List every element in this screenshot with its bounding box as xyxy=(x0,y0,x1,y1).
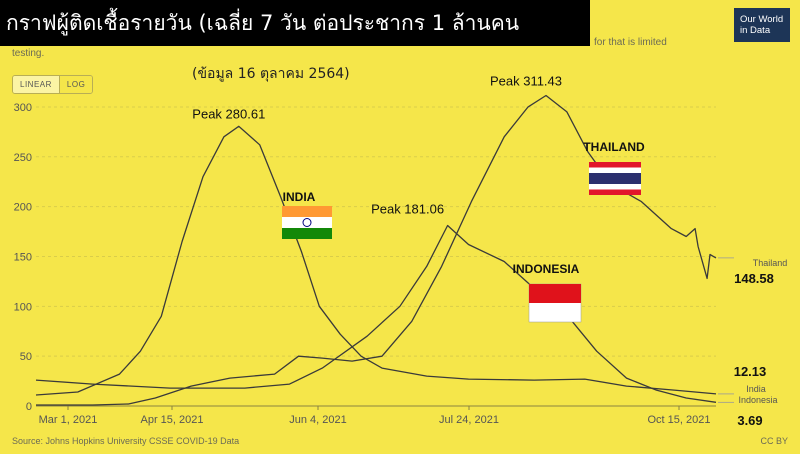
x-tick-label-3: Jul 24, 2021 xyxy=(439,414,499,426)
end-label-indonesia: Indonesia xyxy=(738,395,777,405)
y-tick-label-50: 50 xyxy=(20,351,32,363)
x-tick-label-0: Mar 1, 2021 xyxy=(39,414,98,426)
y-tick-label-300: 300 xyxy=(14,102,32,114)
owid-logo[interactable]: Our World in Data xyxy=(734,8,790,42)
indonesia-flag-red xyxy=(529,284,581,303)
thailand-flag-red-top xyxy=(589,162,641,168)
subtitle-fragment-left: testing. xyxy=(12,48,45,59)
thailand-flag-white-bottom xyxy=(589,184,641,190)
peak-label-thailand: Peak 311.43 xyxy=(490,74,562,89)
thailand-flag-white-top xyxy=(589,167,641,173)
y-tick-label-0: 0 xyxy=(26,401,32,413)
india-flag-chakra xyxy=(302,218,312,227)
logo-line-2: in Data xyxy=(740,25,771,36)
license-label: CC BY xyxy=(760,436,788,446)
grid-layer: 0 50 100 150 200 250 300 Mar 1, 2021 Apr 15, 202… xyxy=(14,102,716,426)
end-label-india: India xyxy=(746,384,766,394)
series-line-india xyxy=(35,125,717,396)
date-note: (ข้อมูล 16 ตุลาคม 2564) xyxy=(192,66,350,82)
x-tick-label-1: Apr 15, 2021 xyxy=(141,414,204,426)
india-flag-white xyxy=(282,217,332,228)
linear-scale-button[interactable]: LINEAR xyxy=(13,76,60,93)
country-label-india: INDIA xyxy=(283,190,316,204)
thailand-flag xyxy=(589,162,641,195)
end-value-india: 12.13 xyxy=(734,364,767,379)
y-tick-label-100: 100 xyxy=(14,301,32,313)
india-flag-saffron xyxy=(282,206,332,217)
country-label-thailand: THAILAND xyxy=(583,140,645,154)
indonesia-flag xyxy=(528,283,582,323)
end-label-thailand: Thailand xyxy=(753,258,788,268)
series-layer xyxy=(35,94,717,406)
label-layer: Peak 280.61 Peak 181.06 Peak 311.43 India 12… xyxy=(192,74,787,428)
x-tick-label-2: Jun 4, 2021 xyxy=(289,414,347,426)
end-value-thailand: 148.58 xyxy=(734,271,774,286)
y-tick-label-200: 200 xyxy=(14,202,32,214)
series-line-indonesia xyxy=(35,224,717,403)
peak-label-indonesia: Peak 181.06 xyxy=(371,202,444,217)
peak-label-india: Peak 280.61 xyxy=(192,106,265,121)
end-value-indonesia: 3.69 xyxy=(737,413,762,428)
india-flag-green xyxy=(282,228,332,239)
india-flag xyxy=(282,206,332,239)
x-tick-label-4: Oct 15, 2021 xyxy=(648,414,711,426)
scale-toggle: LINEAR LOG xyxy=(12,75,94,94)
series-line-thailand xyxy=(36,94,717,406)
y-tick-label-250: 250 xyxy=(14,152,32,164)
logo-line-1: Our World xyxy=(740,14,784,25)
chart-title: กราฟผู้ติดเชื้อรายวัน (เฉลี่ย 7 วัน ต่อป… xyxy=(0,0,590,46)
log-scale-button[interactable]: LOG xyxy=(59,76,93,93)
country-label-indonesia: INDONESIA xyxy=(513,262,580,276)
thailand-flag-red-bottom xyxy=(589,189,641,195)
thailand-flag-blue xyxy=(589,173,641,184)
source-note: Source: Johns Hopkins University CSSE CO… xyxy=(12,436,240,446)
y-tick-label-150: 150 xyxy=(14,251,32,263)
subtitle-fragment-right: for that is limited xyxy=(594,37,667,48)
